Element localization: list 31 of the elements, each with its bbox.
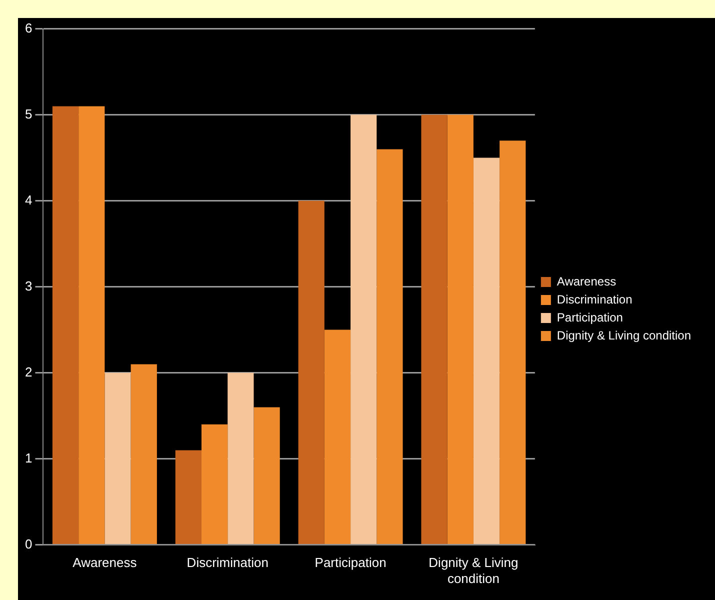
bar: [324, 330, 351, 544]
bar: [376, 149, 403, 544]
bar: [201, 424, 228, 544]
legend-label: Dignity & Living condition: [556, 328, 692, 342]
x-tick-label: Participation: [314, 555, 386, 570]
x-tick-label: Discrimination: [186, 555, 268, 570]
x-tick-label: Awareness: [72, 555, 138, 570]
x-tick-label: Dignity & Living condition: [428, 555, 518, 586]
bar: [52, 106, 79, 544]
y-tick-label: 4: [24, 192, 32, 208]
bar: [447, 114, 474, 544]
y-tick-label: 0: [24, 536, 32, 552]
legend-label: Participation: [556, 310, 623, 324]
y-tick-label: 3: [24, 278, 32, 294]
y-tick-label: 6: [24, 20, 32, 36]
bar: [298, 200, 324, 544]
y-tick-label: 2: [24, 364, 32, 380]
bar: [421, 114, 448, 544]
bar: [228, 372, 254, 544]
bar: [473, 158, 500, 544]
y-tick-label: 5: [24, 106, 32, 122]
bar: [350, 114, 377, 544]
legend-label: Awareness: [556, 274, 616, 288]
bar: [78, 106, 105, 544]
bar: [500, 140, 526, 544]
bar: [175, 450, 202, 544]
y-tick-label: 1: [24, 450, 32, 466]
bar: [254, 407, 280, 544]
bar: [104, 372, 131, 544]
legend-label: Discrimination: [556, 292, 632, 306]
bar: [130, 364, 157, 544]
